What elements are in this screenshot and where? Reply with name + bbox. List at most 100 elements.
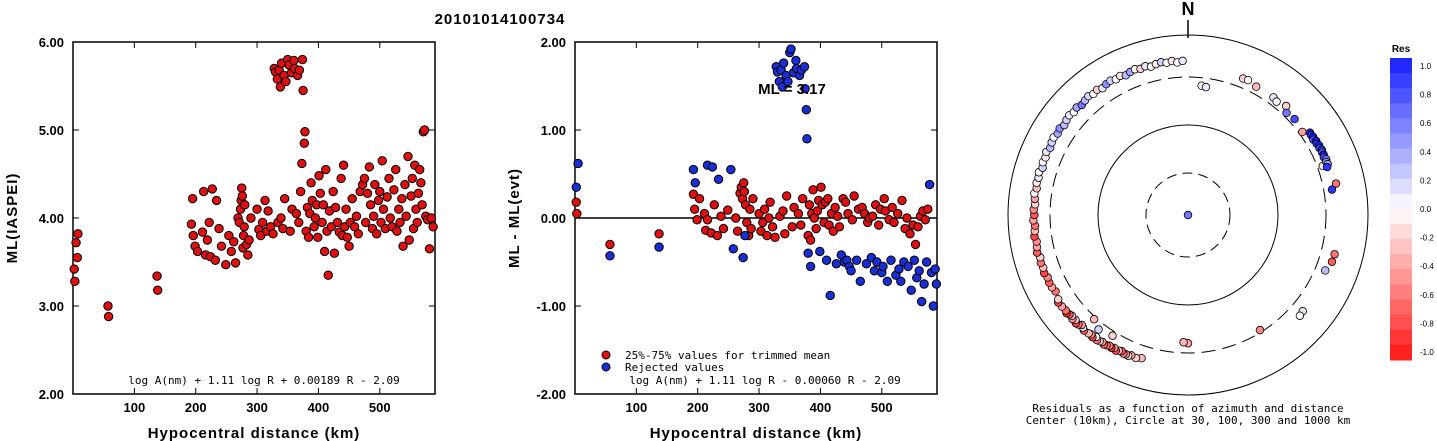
figure-title: 20101014100734	[435, 11, 566, 28]
data-point	[803, 248, 813, 258]
data-point	[72, 252, 82, 263]
y-axis-label: ML(IASPEI)	[4, 173, 21, 264]
data-point	[365, 200, 376, 210]
data-point	[398, 241, 408, 251]
polar-caption-2: Center (10km), Circle at 30, 100, 300 an…	[1026, 414, 1351, 427]
formula-annotation: log A(nm) + 1.11 log R - 0.00060 R - 2.0…	[629, 374, 901, 387]
data-point	[294, 217, 304, 228]
data-point	[805, 261, 816, 272]
colorbar-cell	[1390, 254, 1412, 270]
data-point	[226, 246, 236, 257]
points-group	[571, 44, 942, 311]
legend-marker-rejected	[601, 362, 611, 372]
data-point	[825, 290, 835, 301]
data-point	[1179, 338, 1188, 347]
data-point	[916, 296, 927, 307]
data-point	[73, 229, 83, 239]
data-point	[321, 164, 331, 175]
y-tick-label: 2.00	[39, 387, 64, 402]
data-point	[692, 215, 702, 225]
data-point	[229, 237, 239, 247]
x-axis-label: Hypocentral distance (km)	[650, 425, 863, 441]
colorbar-cell	[1390, 88, 1412, 104]
data-point	[377, 156, 387, 166]
data-point	[902, 213, 912, 223]
data-point	[400, 179, 410, 190]
data-point	[831, 259, 842, 269]
data-point	[303, 232, 314, 243]
data-point	[739, 186, 750, 197]
data-point	[382, 192, 392, 202]
data-point	[360, 217, 371, 228]
data-point	[823, 193, 833, 204]
data-point	[759, 204, 770, 214]
data-point	[573, 158, 583, 169]
y-tick-label: 6.00	[39, 35, 64, 50]
colorbar-cell	[1390, 148, 1412, 165]
y-tick-label: -2.00	[536, 387, 566, 402]
data-point	[257, 217, 268, 228]
data-point	[571, 182, 581, 192]
x-tick-label: 400	[810, 400, 832, 415]
data-point	[364, 162, 375, 172]
data-point	[198, 186, 209, 197]
data-point	[1298, 127, 1307, 137]
data-point	[832, 211, 843, 221]
data-point	[781, 191, 792, 201]
data-point	[821, 255, 832, 265]
data-point	[103, 311, 114, 322]
polar-caption-1: Residuals as a function of azimuth and d…	[1032, 402, 1343, 415]
data-point	[731, 213, 741, 223]
data-point	[186, 219, 197, 229]
colorbar-tick-label: -0.8	[1420, 319, 1434, 328]
y-tick-label: -1.00	[536, 299, 566, 314]
colorbar-cell	[1390, 193, 1412, 210]
data-point	[297, 158, 307, 169]
data-point	[931, 279, 942, 289]
data-point	[914, 266, 924, 276]
data-point	[214, 223, 224, 234]
data-point	[605, 251, 615, 261]
colorbar-cells	[1390, 58, 1412, 361]
data-point	[739, 178, 749, 188]
legend-label-accepted: 25%-75% values for trimmed mean	[625, 349, 830, 362]
data-point	[1281, 101, 1291, 111]
data-point	[906, 285, 916, 295]
data-point	[780, 229, 790, 239]
data-point	[317, 217, 327, 228]
data-point	[385, 213, 395, 223]
data-point	[341, 204, 351, 214]
panel-ml-vs-distance: 100 200 300 400 500 2.00 3.00 4.00 5.00 6.00 ML(I…	[4, 35, 438, 441]
data-point	[263, 206, 273, 216]
colorbar-cell	[1390, 133, 1412, 150]
data-point	[1178, 56, 1187, 66]
data-point	[428, 222, 438, 232]
data-point	[397, 193, 407, 204]
data-point	[811, 223, 821, 234]
ring-30km	[1145, 172, 1231, 258]
data-point	[748, 193, 758, 204]
data-point	[323, 270, 333, 280]
data-point	[847, 215, 858, 225]
x-tick-label: 500	[369, 400, 391, 415]
data-point	[897, 195, 907, 206]
data-point	[654, 229, 664, 239]
data-point	[237, 183, 247, 193]
data-point	[338, 160, 349, 170]
data-point	[840, 197, 851, 207]
data-point	[889, 217, 899, 228]
north-label: N	[1182, 0, 1195, 19]
data-point	[849, 191, 859, 201]
data-point	[572, 208, 582, 219]
colorbar-tick-label: -0.2	[1420, 234, 1434, 243]
data-point	[867, 211, 878, 221]
data-point	[237, 191, 248, 201]
data-point	[770, 232, 780, 243]
data-point	[313, 232, 323, 243]
data-point	[375, 186, 385, 197]
data-point	[373, 195, 384, 206]
data-point	[812, 206, 823, 216]
data-point	[192, 246, 203, 257]
data-point	[800, 83, 810, 94]
data-point	[281, 76, 291, 87]
